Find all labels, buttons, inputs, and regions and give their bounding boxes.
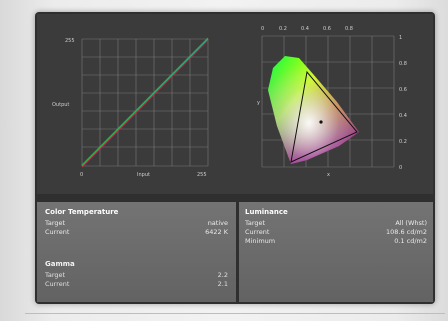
curve-y-axis-label: Output	[52, 102, 69, 108]
plots-area: 255 Output 0 Input 255 0 0.2 0.4 0.6 0.8…	[37, 14, 433, 194]
gamma-current-label: Current	[45, 280, 70, 288]
cie-y-tick-1: 1	[399, 35, 402, 41]
cie-y-tick-08: 0.8	[399, 61, 407, 67]
cie-diagram	[268, 56, 359, 164]
cie-y-tick-0: 0	[399, 165, 402, 171]
cie-x-axis-label: x	[327, 172, 330, 178]
gamma-current-value: 2.1	[217, 280, 228, 288]
color-temperature-gamma-section: Color Temperature Target native Current …	[37, 202, 236, 302]
cie-x-tick-4: 0.8	[345, 26, 353, 32]
curve-x-label-255: 255	[197, 172, 207, 178]
luminance-minimum-value: 0.1 cd/m2	[394, 237, 427, 245]
color-temp-current-label: Current	[45, 228, 70, 236]
luminance-target-label: Target	[245, 219, 266, 227]
gamma-target-label: Target	[45, 271, 66, 279]
gamma-title: Gamma	[45, 260, 75, 268]
luminance-current-label: Current	[245, 228, 270, 236]
green-curve	[81, 37, 209, 166]
curve-grid	[81, 38, 209, 167]
red-curve	[81, 39, 209, 168]
curve-x-axis-label: Input	[137, 172, 150, 178]
luminance-current-value: 108.6 cd/m2	[385, 228, 427, 236]
color-temp-current-value: 6422 K	[205, 228, 228, 236]
plots-svg: 255 Output 0 Input 255 0 0.2 0.4 0.6 0.8…	[52, 26, 407, 178]
cie-x-tick-3: 0.6	[323, 26, 331, 32]
blue-curve	[81, 38, 209, 167]
luminance-title: Luminance	[245, 208, 288, 216]
curve-x-label-0: 0	[80, 172, 83, 178]
white-point	[319, 120, 323, 124]
gamut-triangle	[290, 70, 358, 163]
cie-y-tick-04: 0.4	[399, 113, 407, 119]
tone-curves	[81, 37, 209, 168]
calibration-report-panel: 255 Output 0 Input 255 0 0.2 0.4 0.6 0.8…	[35, 12, 435, 304]
luminance-minimum-label: Minimum	[245, 237, 276, 245]
gamma-target-value: 2.2	[217, 271, 228, 279]
cie-x-tick-0: 0	[261, 26, 264, 32]
color-temp-target-label: Target	[45, 219, 66, 227]
luminance-section: Luminance Target All (Whst) Current 108.…	[239, 202, 433, 302]
color-temp-target-value: native	[207, 219, 228, 227]
color-temperature-title: Color Temperature	[45, 208, 119, 216]
cie-y-tick-02: 0.2	[399, 139, 407, 145]
curve-y-top-label: 255	[65, 38, 75, 44]
luminance-target-value: All (Whst)	[395, 219, 427, 227]
cie-x-tick-1: 0.2	[279, 26, 287, 32]
cie-y-axis-label: y	[257, 100, 260, 106]
cie-y-tick-06: 0.6	[399, 87, 407, 93]
cie-x-tick-2: 0.4	[301, 26, 309, 32]
bottom-divider	[25, 313, 445, 314]
